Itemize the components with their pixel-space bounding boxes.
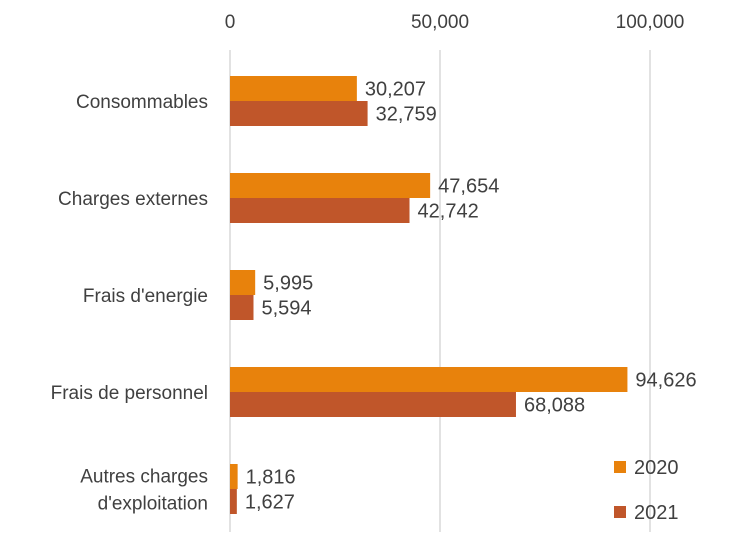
data-label-2020-1: 47,654 bbox=[438, 176, 499, 198]
x-tick-label-1: 50,000 bbox=[411, 12, 469, 33]
bar-2020-0 bbox=[230, 76, 357, 101]
data-label-2021-3: 68,088 bbox=[524, 395, 585, 417]
legend-label-2021: 2021 bbox=[634, 502, 679, 524]
data-label-2021-2: 5,594 bbox=[261, 298, 311, 320]
category-label-2: Frais d'energie bbox=[83, 286, 208, 307]
category-label-1: Charges externes bbox=[58, 189, 208, 210]
bar-2021-2 bbox=[230, 295, 254, 320]
bar-2021-4 bbox=[230, 489, 237, 514]
category-label-3: Frais de personnel bbox=[51, 383, 208, 404]
legend-swatch-2020 bbox=[614, 461, 626, 473]
x-tick-label-0: 0 bbox=[225, 12, 236, 33]
bar-2020-1 bbox=[230, 173, 431, 198]
data-label-2021-4: 1,627 bbox=[245, 492, 295, 514]
data-label-2021-0: 32,759 bbox=[376, 104, 437, 126]
x-tick-label-2: 100,000 bbox=[616, 12, 685, 33]
category-label-0: Consommables bbox=[76, 92, 208, 113]
bar-2020-2 bbox=[230, 270, 256, 295]
data-label-2020-2: 5,995 bbox=[263, 273, 313, 295]
category-label-4-line-1: d'exploitation bbox=[98, 494, 208, 515]
data-label-2020-3: 94,626 bbox=[635, 370, 696, 392]
legend-swatch-2021 bbox=[614, 506, 626, 518]
data-label-2020-0: 30,207 bbox=[365, 79, 426, 101]
bar-2021-1 bbox=[230, 198, 410, 223]
bar-2020-3 bbox=[230, 367, 628, 392]
bar-2021-3 bbox=[230, 392, 516, 417]
bar-2020-4 bbox=[230, 464, 238, 489]
bar-2021-0 bbox=[230, 101, 368, 126]
category-label-4-line-0: Autres charges bbox=[80, 467, 208, 488]
legend-label-2020: 2020 bbox=[634, 457, 679, 479]
data-label-2020-4: 1,816 bbox=[246, 467, 296, 489]
data-label-2021-1: 42,742 bbox=[418, 201, 479, 223]
